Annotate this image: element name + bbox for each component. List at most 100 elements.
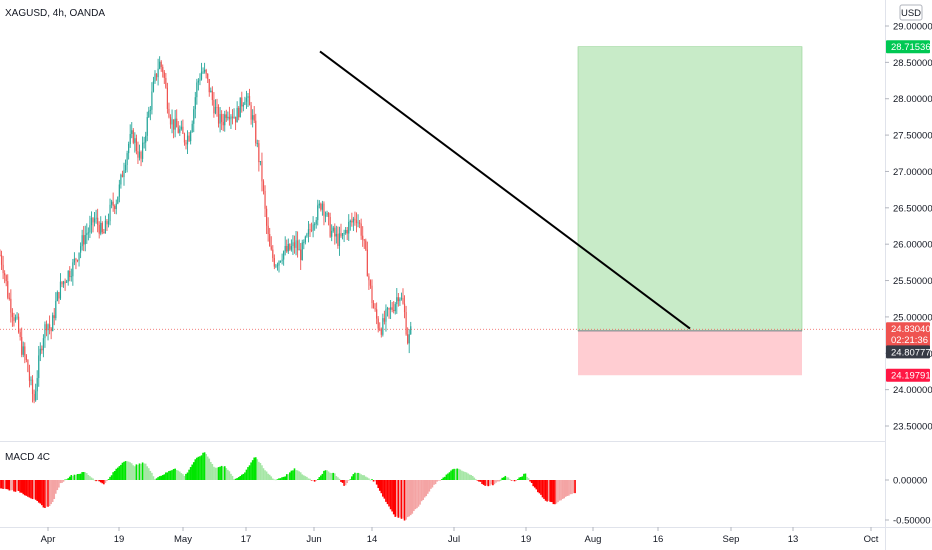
candle-body <box>33 394 35 401</box>
candle-body <box>304 236 306 243</box>
candle-body <box>168 108 170 118</box>
macd-bar <box>551 480 553 503</box>
macd-bar <box>363 475 366 480</box>
currency-badge[interactable] <box>899 4 923 21</box>
candle-body <box>173 119 175 130</box>
macd-bar <box>258 461 260 480</box>
candle-body <box>219 114 221 124</box>
macd-bar <box>37 480 40 503</box>
candle-body <box>205 69 207 74</box>
candle-body <box>324 215 327 217</box>
macd-bar <box>566 480 569 496</box>
macd-bar <box>144 463 147 480</box>
macd-bar <box>289 472 291 480</box>
macd-bar <box>351 476 353 480</box>
macd-bar <box>530 480 533 484</box>
macd-bar <box>520 476 522 480</box>
macd-bar <box>310 480 313 481</box>
macd-bar <box>406 480 409 518</box>
macd-bar <box>526 476 528 480</box>
trendline[interactable] <box>319 50 691 330</box>
macd-bar <box>65 479 68 480</box>
candle-body <box>8 297 10 299</box>
macd-bar <box>493 480 496 485</box>
candle-body <box>66 281 68 283</box>
macd-bar <box>521 476 524 480</box>
macd-bar <box>24 480 26 496</box>
macd-bar <box>502 477 505 480</box>
macd-bar <box>2 480 4 489</box>
candle-body <box>328 212 330 217</box>
macd-bar <box>366 477 369 480</box>
macd-bar <box>51 480 54 502</box>
macd-bar <box>538 480 541 494</box>
macd-bar <box>222 466 224 480</box>
macd-bar <box>244 472 246 480</box>
time-axis[interactable]: Apr 19 May 17 Jun 14 Jul 19 Aug 16 Sep 13 Oct <box>41 527 879 545</box>
stop-price-tag <box>886 368 930 382</box>
candle-body <box>326 212 328 216</box>
candle-body <box>329 216 331 237</box>
macd-bar <box>278 478 280 480</box>
macd-bar <box>194 459 197 480</box>
candle-body <box>239 97 241 118</box>
candle-body <box>331 230 333 237</box>
candle-body <box>359 222 361 224</box>
candle-body <box>101 222 103 233</box>
candle-body <box>109 204 111 222</box>
macd-bar <box>141 462 144 480</box>
macd-bar <box>166 472 169 480</box>
candle-body <box>61 281 63 285</box>
candle-body <box>87 232 89 234</box>
candle-body <box>50 328 52 332</box>
macd-bar <box>414 480 417 510</box>
candle-body <box>382 318 384 335</box>
candle-body <box>4 273 6 276</box>
macd-bar <box>416 480 418 509</box>
candle-body <box>281 259 283 262</box>
candle-body <box>166 87 168 109</box>
macd-bar <box>265 471 268 480</box>
macd-bar <box>382 480 384 497</box>
macd-bar <box>402 480 404 519</box>
macd-bar <box>358 473 361 480</box>
candle-body <box>84 234 86 245</box>
candle-body <box>231 116 234 118</box>
stop-zone[interactable] <box>578 330 802 376</box>
candle-body <box>241 97 243 107</box>
price-tick-label: 26.50000 <box>893 203 932 214</box>
price-tick-label: 28.00000 <box>893 94 932 105</box>
candle-body <box>253 115 255 121</box>
macd-bar <box>231 475 234 480</box>
candle-body <box>13 317 15 321</box>
entry-price-tag <box>886 345 930 359</box>
candle-body <box>227 116 229 119</box>
macd-bar <box>420 480 423 502</box>
candle-body <box>22 346 24 355</box>
candle-body <box>366 249 368 277</box>
macd-bar <box>248 465 251 480</box>
macd-bar <box>368 478 370 480</box>
macd-bar <box>213 466 215 480</box>
macd-bar <box>276 479 279 480</box>
macd-bar <box>558 480 561 501</box>
candle-body <box>14 317 17 321</box>
candle-body <box>16 316 18 318</box>
candle-body <box>90 217 93 226</box>
macd-bar <box>270 476 273 480</box>
macd-bar <box>341 480 344 483</box>
macd-bar <box>431 480 434 488</box>
macd-bar <box>117 467 119 480</box>
macd-bar <box>154 479 156 480</box>
candle-body <box>335 233 337 237</box>
candle-body <box>312 224 314 231</box>
macd-bar <box>464 471 466 480</box>
candle-body <box>186 135 189 145</box>
target-zone[interactable] <box>577 46 803 332</box>
macd-bar <box>14 480 17 492</box>
macd-bar <box>482 480 485 485</box>
candle-body <box>128 144 130 154</box>
candle-body <box>334 227 336 237</box>
macd-bar <box>53 480 56 500</box>
